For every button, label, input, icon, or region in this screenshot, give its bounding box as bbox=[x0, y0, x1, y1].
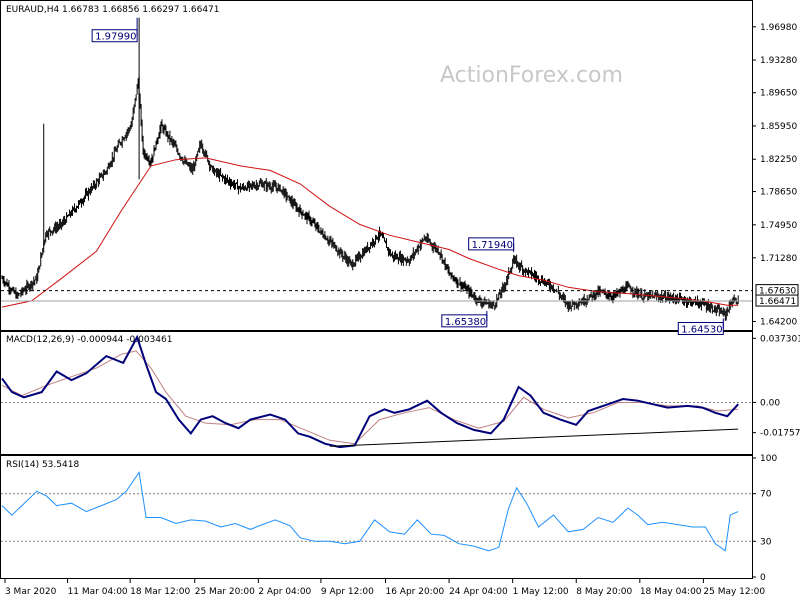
rsi-panel-title: RSI(14) 53.5418 bbox=[6, 460, 79, 470]
annotation-label: 1.97990 bbox=[95, 32, 136, 43]
macd-y-tick-label: 0.00 bbox=[760, 398, 780, 408]
x-tick-label: 18 May 04:00 bbox=[640, 587, 702, 597]
last-price-box bbox=[755, 294, 799, 307]
rsi-layer bbox=[1, 470, 752, 552]
price-y-tick-label: 1.82250 bbox=[760, 155, 797, 165]
x-tick-label: 11 Mar 04:00 bbox=[68, 587, 128, 597]
rsi-y-tick-label: 100 bbox=[760, 454, 777, 464]
price-y-tick-label: 1.78650 bbox=[760, 188, 797, 198]
x-tick-label: 16 Apr 20:00 bbox=[385, 587, 444, 597]
axis-layer: 1.96980 1.93280 1.89650 1.85950 1.82250 1.786… bbox=[4, 23, 800, 597]
x-tick-label: 8 May 20:00 bbox=[576, 587, 632, 597]
rsi-y-tick-label: 30 bbox=[760, 537, 772, 547]
rsi-panel-frame bbox=[0, 455, 753, 579]
price-panel-frame bbox=[0, 0, 753, 331]
price-y-tick-label: 1.74950 bbox=[760, 221, 797, 231]
x-tick-label: 25 Mar 20:00 bbox=[195, 587, 255, 597]
macd-panel-frame bbox=[0, 331, 753, 455]
price-y-tick-label: 1.89650 bbox=[760, 89, 797, 99]
macd-layer bbox=[1, 334, 752, 449]
watermark: ActionForex.com bbox=[440, 63, 623, 88]
macd-trendline bbox=[329, 428, 739, 447]
price-y-tick-label: 1.71280 bbox=[760, 254, 797, 264]
price-layer: 1.97990 1.71940 1.65380 1.64530 bbox=[1, 17, 752, 335]
price-y-tick-label: 1.85950 bbox=[760, 122, 797, 132]
x-tick-label: 2 Apr 04:00 bbox=[258, 587, 311, 597]
price-panel-title: EURAUD,H4 1.66783 1.66856 1.66297 1.6647… bbox=[6, 5, 220, 15]
level-price-label: 1.67630 bbox=[759, 287, 796, 297]
x-tick-label: 18 Mar 12:00 bbox=[130, 587, 190, 597]
price-y-tick-label: 1.93280 bbox=[760, 56, 797, 66]
x-tick-label: 1 May 12:00 bbox=[513, 587, 569, 597]
last-price-label: 1.66471 bbox=[759, 297, 796, 307]
annotation-label: 1.65380 bbox=[445, 317, 486, 328]
x-tick-label: 25 May 12:00 bbox=[703, 587, 765, 597]
price-y-tick-label: 1.96980 bbox=[760, 23, 797, 33]
x-tick-label: 9 Apr 12:00 bbox=[321, 587, 374, 597]
rsi-y-tick-label: 0 bbox=[760, 573, 766, 583]
rsi-line bbox=[1, 470, 739, 552]
x-tick-label: 24 Apr 04:00 bbox=[449, 587, 508, 597]
macd-y-tick-label: 0.037301 bbox=[760, 334, 800, 344]
macd-y-tick-label: -0.017577 bbox=[760, 429, 800, 439]
price-y-tick-label: 1.64200 bbox=[760, 317, 797, 327]
annotation-label: 1.71940 bbox=[472, 240, 513, 251]
moving-average-line bbox=[1, 157, 739, 308]
x-tick-label: 3 Mar 2020 bbox=[5, 587, 57, 597]
annotation-label: 1.64530 bbox=[681, 324, 722, 335]
macd-panel-title: MACD(12,26,9) -0.000944 -0.003461 bbox=[6, 335, 172, 345]
rsi-y-tick-label: 70 bbox=[760, 490, 772, 500]
